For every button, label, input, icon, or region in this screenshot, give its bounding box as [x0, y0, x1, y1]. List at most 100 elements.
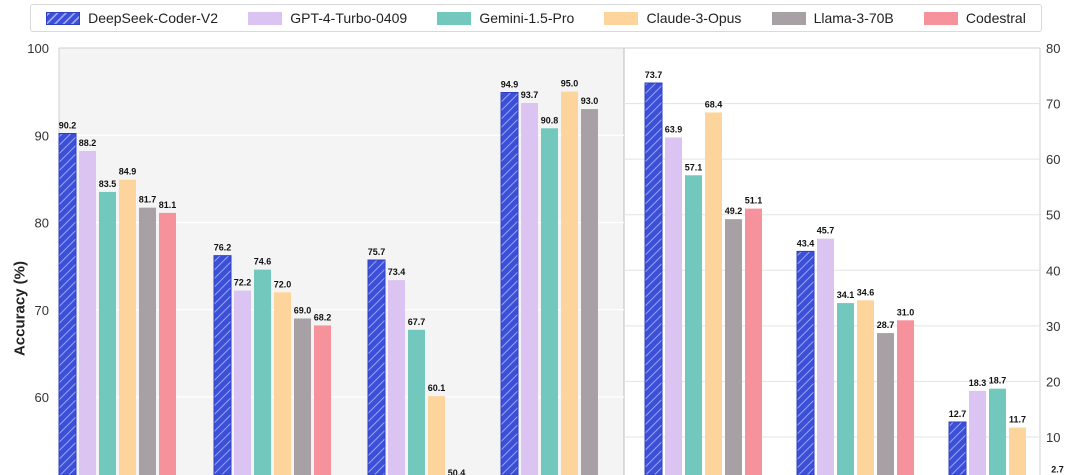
legend-label: Claude-3-Opus — [646, 10, 742, 26]
bar — [796, 250, 815, 475]
data-label: 93.7 — [521, 90, 539, 100]
bar — [837, 303, 854, 475]
data-label: 34.6 — [857, 287, 875, 297]
legend-label: DeepSeek-Coder-V2 — [88, 10, 219, 26]
bar — [561, 91, 578, 475]
data-label: 73.7 — [645, 70, 663, 80]
data-label: 90.2 — [59, 121, 77, 131]
left-y-tick-label: 60 — [35, 390, 49, 405]
left-y-tick-label: 90 — [35, 128, 49, 143]
data-label: 63.9 — [665, 124, 683, 134]
data-label: 11.7 — [1009, 415, 1026, 425]
data-label: 12.7 — [949, 409, 967, 419]
legend-label: Llama-3-70B — [813, 10, 894, 26]
data-label: 60.1 — [428, 383, 446, 393]
bar — [817, 238, 834, 475]
data-label: 69.0 — [294, 305, 312, 315]
right-y-tick-label: 20 — [1046, 374, 1060, 389]
bar — [725, 219, 742, 475]
legend-item: DeepSeek-Coder-V2 — [46, 10, 218, 26]
bar — [274, 292, 291, 475]
data-label: 93.0 — [581, 96, 599, 106]
bar — [254, 269, 271, 475]
data-label: 83.5 — [99, 179, 117, 189]
legend-item: Llama-3-70B — [771, 10, 894, 26]
right-y-tick-label: 60 — [1046, 152, 1060, 167]
bar — [877, 333, 894, 475]
legend-label: Gemini-1.5-Pro — [479, 10, 575, 26]
data-label: 88.2 — [79, 138, 97, 148]
data-label: 50.4 — [448, 468, 466, 475]
legend-swatch — [771, 11, 806, 25]
data-label: 76.2 — [214, 243, 232, 253]
data-label: 74.6 — [254, 257, 272, 267]
legend-swatch — [248, 11, 283, 25]
legend-item: Codestral — [923, 10, 1026, 26]
bar — [989, 388, 1006, 475]
data-label: 18.3 — [969, 378, 987, 388]
bar — [665, 137, 682, 475]
bar — [294, 318, 311, 475]
data-label: 34.1 — [837, 290, 855, 300]
bar — [58, 133, 77, 475]
y-axis-label: Accuracy (%) — [11, 260, 29, 357]
bar — [644, 82, 663, 475]
data-label: 68.2 — [314, 312, 332, 322]
data-label: 75.7 — [368, 247, 386, 257]
bar — [857, 300, 874, 475]
legend-item: Gemini-1.5-Pro — [437, 10, 574, 26]
data-label: 57.1 — [685, 162, 703, 172]
data-label: 81.7 — [139, 195, 157, 205]
bar — [581, 109, 598, 475]
bar — [314, 325, 331, 475]
bar — [79, 150, 96, 475]
data-label: 28.7 — [877, 320, 895, 330]
data-label: 31.0 — [897, 307, 915, 317]
bar — [159, 212, 176, 475]
left-y-tick-label: 100 — [27, 41, 49, 56]
data-label: 73.4 — [388, 267, 406, 277]
right-y-tick-label: 10 — [1046, 430, 1060, 445]
data-label: 18.7 — [989, 376, 1007, 386]
bar — [99, 191, 116, 475]
bar — [948, 421, 967, 475]
data-label: 45.7 — [817, 226, 835, 236]
right-y-tick-label: 50 — [1046, 208, 1060, 223]
bar — [408, 329, 425, 475]
bar — [388, 280, 405, 475]
bar — [897, 320, 914, 475]
legend-swatch — [437, 11, 472, 25]
legend-swatch — [46, 11, 81, 25]
bar — [745, 208, 762, 475]
legend-item: GPT-4-Turbo-0409 — [248, 10, 407, 26]
right-y-tick-label: 30 — [1046, 319, 1060, 334]
bar — [428, 396, 445, 475]
bar — [139, 207, 156, 475]
right-y-tick-label: 80 — [1046, 41, 1060, 56]
legend: DeepSeek-Coder-V2 GPT-4-Turbo-0409 Gemini-… — [30, 4, 1042, 32]
bar — [705, 112, 722, 475]
data-label: 95.0 — [561, 79, 579, 89]
bar — [119, 179, 136, 475]
data-label: 84.9 — [119, 167, 137, 177]
data-label: 49.2 — [725, 206, 743, 216]
bar — [213, 255, 232, 475]
legend-label: GPT-4-Turbo-0409 — [290, 10, 408, 26]
right-y-tick-label: 70 — [1046, 97, 1060, 112]
bar — [685, 175, 702, 475]
bar — [969, 390, 986, 475]
legend-swatch — [604, 11, 639, 25]
left-y-tick-label: 70 — [35, 303, 49, 318]
bar — [234, 290, 251, 475]
data-label: 94.9 — [501, 79, 519, 89]
legend-item: Claude-3-Opus — [604, 10, 741, 26]
bar — [541, 128, 558, 475]
data-label: 67.7 — [408, 317, 426, 327]
data-label: 43.4 — [797, 238, 815, 248]
left-y-tick-label: 80 — [35, 216, 49, 231]
bar — [500, 91, 519, 475]
data-label: 72.2 — [234, 278, 252, 288]
data-label: 2.7 — [1051, 465, 1064, 475]
